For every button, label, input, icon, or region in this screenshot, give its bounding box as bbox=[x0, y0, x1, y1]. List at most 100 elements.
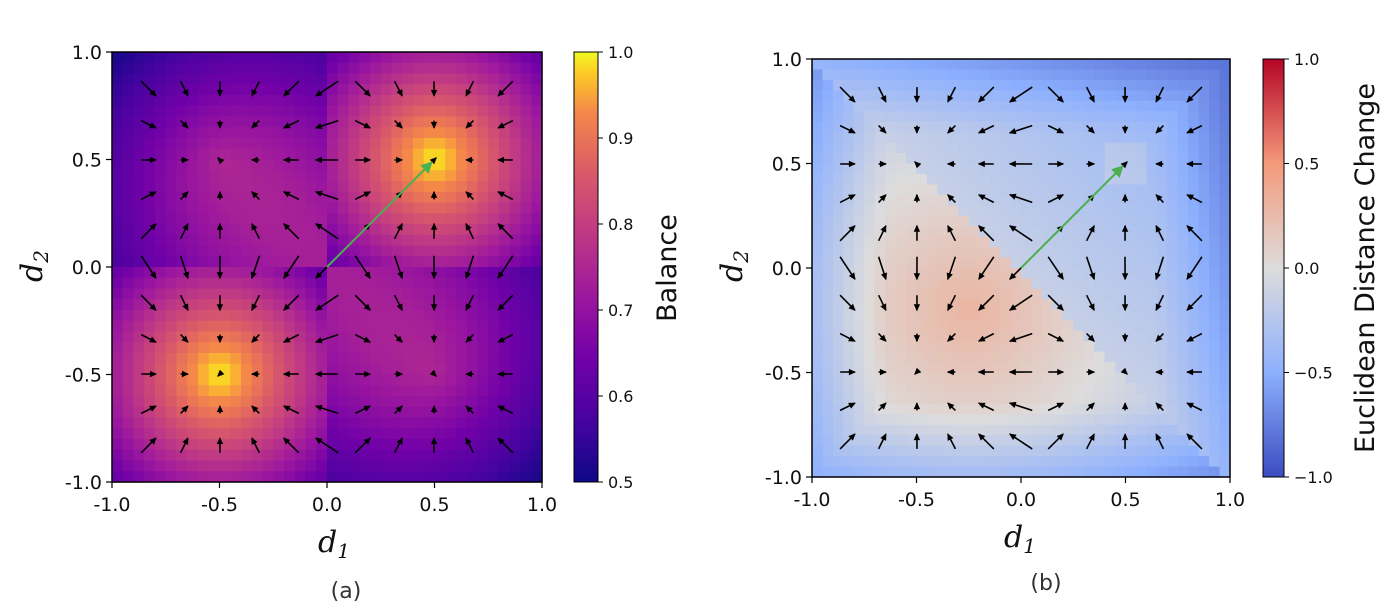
heat-cell bbox=[165, 374, 178, 386]
heat-cell bbox=[294, 288, 307, 300]
heat-cell bbox=[445, 191, 457, 204]
heat-cell bbox=[1073, 299, 1085, 311]
heat-cell bbox=[413, 320, 425, 333]
heat-cell bbox=[1000, 330, 1012, 342]
heat-cell bbox=[947, 90, 959, 102]
heat-cell bbox=[348, 267, 360, 279]
heat-cell bbox=[241, 374, 253, 386]
heat-cell bbox=[456, 310, 468, 322]
heat-cell bbox=[1021, 236, 1033, 248]
heat-cell bbox=[509, 277, 522, 290]
heat-cell bbox=[874, 90, 886, 102]
heat-cell bbox=[273, 353, 285, 365]
heat-cell bbox=[1000, 163, 1012, 175]
heat-cell bbox=[155, 202, 167, 214]
heat-cell bbox=[219, 460, 231, 472]
quiver-arrow bbox=[1008, 124, 1033, 135]
heat-cell bbox=[380, 417, 393, 429]
heat-cell bbox=[1135, 79, 1147, 91]
heat-cell bbox=[1125, 236, 1137, 248]
quiver-arrow bbox=[430, 295, 438, 312]
heat-cell bbox=[531, 267, 543, 279]
heat-cell bbox=[219, 449, 231, 462]
heat-cell bbox=[822, 382, 834, 394]
heat-cell bbox=[1094, 90, 1106, 102]
heat-cell bbox=[219, 310, 231, 322]
heat-cell bbox=[155, 417, 167, 429]
heat-cell bbox=[958, 173, 970, 185]
heat-cell bbox=[198, 224, 210, 236]
heat-cell bbox=[1135, 320, 1147, 332]
heat-cell bbox=[989, 288, 1001, 300]
heat-cell bbox=[208, 342, 221, 354]
heat-cell bbox=[906, 194, 918, 206]
heat-cell bbox=[359, 95, 371, 107]
heat-cell bbox=[989, 466, 1001, 478]
heat-cell bbox=[305, 385, 317, 397]
heat-cell bbox=[926, 309, 938, 321]
heat-cell bbox=[1094, 226, 1106, 238]
heat-cell bbox=[895, 111, 907, 123]
heat-cell bbox=[488, 224, 500, 236]
heat-cell bbox=[822, 205, 834, 217]
heat-cell bbox=[864, 142, 876, 154]
heat-cell bbox=[874, 205, 886, 217]
heat-cell bbox=[370, 84, 382, 96]
heat-cell bbox=[1167, 111, 1179, 123]
heat-cell bbox=[294, 191, 307, 204]
heat-cell bbox=[477, 428, 489, 440]
heat-cell bbox=[937, 257, 949, 269]
heat-cell bbox=[1177, 173, 1189, 185]
heat-cell bbox=[165, 127, 178, 139]
heat-cell bbox=[1167, 268, 1179, 280]
heat-cell bbox=[1219, 226, 1231, 238]
heat-cell bbox=[509, 374, 522, 386]
heat-cell bbox=[1031, 194, 1043, 206]
heat-cell bbox=[370, 385, 382, 397]
heat-cell bbox=[1104, 309, 1116, 321]
heat-cell bbox=[187, 245, 199, 257]
heat-cell bbox=[133, 234, 145, 247]
heat-cell bbox=[509, 320, 522, 333]
heat-cell bbox=[895, 132, 907, 144]
heat-cell bbox=[916, 194, 928, 206]
heat-cell bbox=[843, 320, 855, 332]
heat-cell bbox=[1083, 236, 1095, 248]
quiver-arrow bbox=[282, 119, 300, 129]
heat-cell bbox=[874, 226, 886, 238]
heat-cell bbox=[864, 435, 876, 447]
heat-cell bbox=[413, 471, 425, 483]
heat-cell bbox=[1094, 393, 1106, 405]
heat-cell bbox=[198, 127, 210, 139]
heat-cell bbox=[251, 471, 264, 483]
heat-cell bbox=[926, 215, 938, 227]
heat-cell bbox=[1010, 69, 1022, 81]
heat-cell bbox=[947, 236, 959, 248]
heat-cell bbox=[262, 202, 274, 214]
heat-cell bbox=[1073, 257, 1085, 269]
heat-cell bbox=[1219, 194, 1231, 206]
heat-cell bbox=[1146, 268, 1158, 280]
heat-cell bbox=[165, 320, 178, 333]
heat-cell bbox=[316, 460, 328, 472]
heat-cell bbox=[434, 267, 446, 279]
x-tick-label: -1.0 bbox=[93, 494, 130, 516]
heat-cell bbox=[413, 138, 425, 150]
heat-cell bbox=[916, 393, 928, 405]
heat-cell bbox=[305, 95, 317, 107]
heat-cell bbox=[509, 213, 522, 225]
heat-cell bbox=[1219, 121, 1231, 133]
heat-cell bbox=[947, 351, 959, 363]
heat-cell bbox=[958, 163, 970, 175]
heat-cell bbox=[327, 84, 339, 96]
heat-cell bbox=[477, 181, 489, 193]
heat-cell bbox=[402, 73, 414, 85]
heat-cell bbox=[1031, 278, 1043, 290]
quiver-arrow bbox=[251, 334, 260, 343]
heat-cell bbox=[1031, 257, 1043, 269]
heat-cell bbox=[413, 256, 425, 268]
heat-cell bbox=[370, 396, 382, 408]
heat-cell bbox=[906, 456, 918, 468]
heat-cell bbox=[391, 277, 403, 290]
heat-cell bbox=[198, 406, 210, 419]
